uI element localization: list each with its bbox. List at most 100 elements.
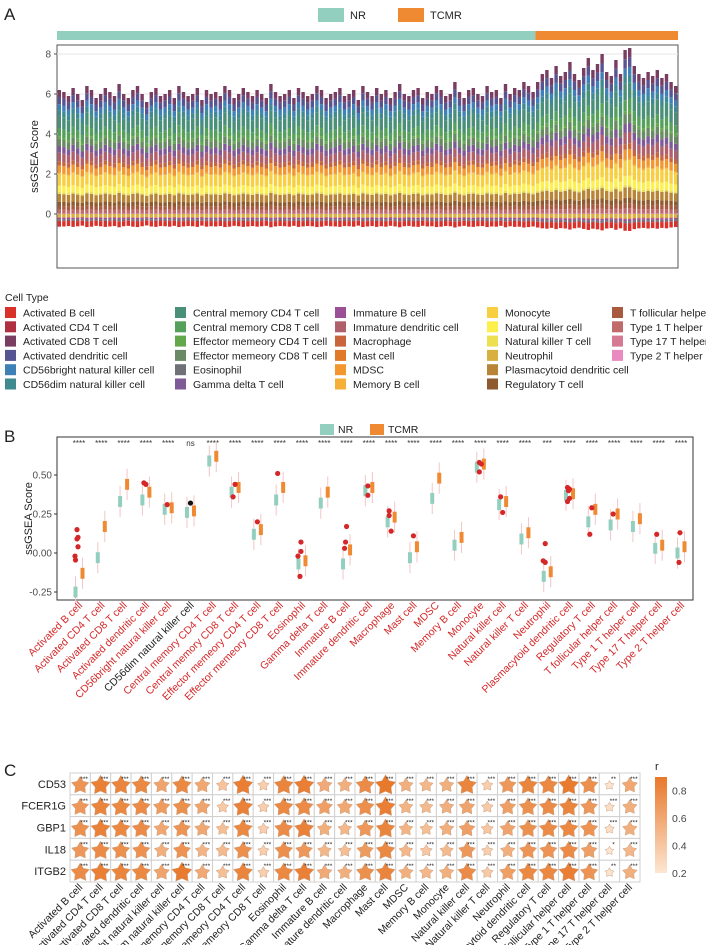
- bar-segment: [260, 214, 264, 218]
- bar-segment: [545, 214, 549, 218]
- bar-segment: [586, 188, 590, 199]
- bar-segment: [545, 188, 549, 191]
- bar-segment: [246, 213, 250, 214]
- bar-segment: [145, 213, 149, 214]
- bar-segment: [430, 213, 434, 214]
- bar-segment: [57, 110, 61, 116]
- bar-segment: [85, 205, 89, 210]
- legend-label-nr: NR: [350, 10, 366, 22]
- bar-segment: [540, 200, 544, 205]
- bar-segment: [453, 218, 457, 220]
- sample-bar: [476, 94, 480, 227]
- bar-segment: [375, 137, 379, 145]
- bar-segment: [384, 110, 388, 116]
- sample-bar: [407, 96, 411, 227]
- bar-segment: [361, 159, 365, 164]
- bar-segment: [315, 217, 319, 218]
- bar-segment: [218, 96, 222, 103]
- bar-segment: [467, 173, 471, 186]
- bar-segment: [333, 92, 337, 99]
- bar-segment: [333, 137, 337, 141]
- bar-segment: [536, 200, 540, 206]
- bar-segment: [154, 144, 158, 152]
- bar-segment: [609, 169, 613, 183]
- bar-segment: [591, 220, 595, 222]
- bar-segment: [273, 98, 278, 106]
- bar-segment: [223, 125, 227, 134]
- bar-segment: [577, 213, 581, 214]
- bar-segment: [365, 220, 370, 222]
- legend-label: Type 17 T helper cell: [630, 336, 706, 348]
- bar-segment: [632, 204, 636, 209]
- bar-segment: [292, 213, 296, 214]
- bar-segment: [513, 213, 517, 214]
- heatmap-cell: ***: [191, 772, 213, 796]
- bar-segment: [531, 92, 535, 99]
- bar-segment: [214, 221, 218, 227]
- bar-segment: [453, 109, 457, 123]
- bar-segment: [563, 220, 567, 222]
- bar-segment: [467, 161, 471, 166]
- bar-segment: [434, 191, 439, 194]
- bar-segment: [57, 152, 61, 162]
- bar-segment: [273, 213, 278, 214]
- bar-segment: [246, 162, 250, 167]
- bar-segment: [232, 193, 236, 196]
- bar-segment: [200, 220, 204, 226]
- bar-segment: [448, 217, 452, 218]
- star-marker: [438, 820, 455, 836]
- bar-segment: [494, 152, 498, 162]
- sample-bar: [513, 88, 517, 227]
- bar-segment: [112, 209, 117, 214]
- bar-segment: [641, 214, 646, 218]
- bar-segment: [342, 175, 347, 187]
- bar-segment: [669, 157, 673, 163]
- bar-segment: [57, 90, 61, 97]
- bar-segment: [467, 90, 471, 97]
- bar-segment: [218, 221, 222, 227]
- bar-segment: [503, 105, 508, 111]
- bar-segment: [641, 85, 646, 94]
- bar-segment: [361, 217, 365, 220]
- bar-segment: [89, 172, 94, 174]
- bar-segment: [457, 217, 462, 220]
- star-marker: [90, 861, 111, 882]
- legend-swatch: [487, 335, 498, 347]
- heatmap-cell: ***: [313, 859, 336, 883]
- bar-segment: [301, 174, 305, 186]
- bar-segment: [117, 158, 121, 164]
- bar-segment: [641, 139, 646, 147]
- bar-segment: [94, 220, 98, 226]
- star-marker: [257, 800, 270, 813]
- bar-segment: [651, 222, 655, 229]
- bar-segment: [388, 164, 393, 169]
- bar-segment: [241, 102, 245, 109]
- bar-segment: [554, 121, 558, 125]
- bar-segment: [480, 186, 485, 194]
- bar-segment: [94, 218, 98, 221]
- bar-segment: [347, 130, 351, 139]
- bar-segment: [333, 192, 337, 195]
- bar-segment: [655, 123, 659, 127]
- bar-segment: [204, 152, 209, 162]
- significance-label: ****: [296, 439, 308, 448]
- sample-bar: [393, 92, 397, 227]
- bar-segment: [356, 193, 360, 196]
- bar-segment: [246, 192, 250, 195]
- bar-segment: [618, 81, 623, 90]
- bar-segment: [361, 219, 365, 221]
- sample-bar: [494, 90, 498, 227]
- bar-segment: [85, 143, 89, 151]
- bar-segment: [195, 126, 199, 136]
- bar-segment: [283, 154, 287, 163]
- bar-segment: [402, 154, 406, 163]
- bar-segment: [526, 217, 531, 220]
- bar-segment: [347, 219, 351, 221]
- bar-segment: [99, 217, 103, 220]
- bar-segment: [614, 68, 618, 78]
- bar-segment: [674, 171, 678, 173]
- bar-segment: [453, 141, 457, 149]
- significance-label: ***: [345, 776, 353, 783]
- bar-segment: [444, 217, 448, 218]
- sample-bar: [439, 90, 443, 227]
